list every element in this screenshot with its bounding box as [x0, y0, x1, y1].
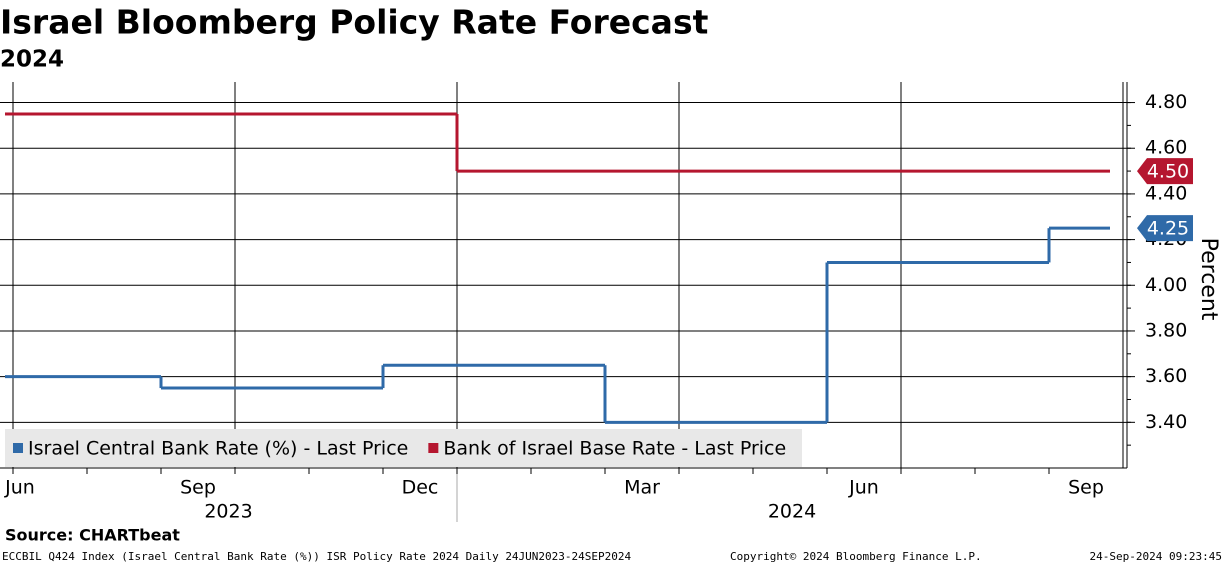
chart-title: Israel Bloomberg Policy Rate Forecast — [0, 3, 709, 42]
legend-box — [5, 429, 802, 467]
year-label: 2023 — [204, 501, 252, 523]
y-axis-label: Percent — [1196, 238, 1221, 321]
y-tick-label: 4.40 — [1145, 182, 1187, 204]
y-tick-label: 4.80 — [1145, 91, 1187, 113]
legend-swatch — [13, 443, 23, 453]
last-price-tag — [1137, 158, 1193, 185]
x-tick-label: Dec — [402, 477, 439, 499]
x-tick-label: Sep — [180, 477, 216, 499]
chart-subtitle: 2024 — [0, 47, 64, 73]
x-tick-label: Jun — [4, 477, 35, 499]
y-tick-label: 3.40 — [1145, 411, 1187, 433]
footer-middle: Copyright© 2024 Bloomberg Finance L.P. — [730, 550, 982, 563]
footer-left: ECCBIL Q424 Index (Israel Central Bank R… — [2, 550, 632, 563]
y-tick-label: 4.60 — [1145, 137, 1187, 159]
y-tick-label: 3.80 — [1145, 319, 1187, 341]
y-tick-label: 3.60 — [1145, 365, 1187, 387]
legend-swatch — [428, 443, 439, 453]
footer-right: 24-Sep-2024 09:23:45 — [1090, 550, 1222, 563]
legend-label: Bank of Israel Base Rate - Last Price — [443, 438, 786, 460]
legend-label: Israel Central Bank Rate (%) - Last Pric… — [28, 438, 408, 460]
last-price-label: 4.50 — [1147, 161, 1189, 183]
x-tick-label: Jun — [848, 477, 879, 499]
last-price-label: 4.25 — [1147, 218, 1189, 240]
last-price-tag — [1137, 215, 1193, 242]
x-tick-label: Mar — [624, 477, 660, 499]
year-label: 2024 — [768, 501, 816, 523]
source: Source: CHARTbeat — [5, 526, 180, 545]
y-tick-label: 4.00 — [1145, 274, 1187, 296]
x-tick-label: Sep — [1068, 477, 1104, 499]
